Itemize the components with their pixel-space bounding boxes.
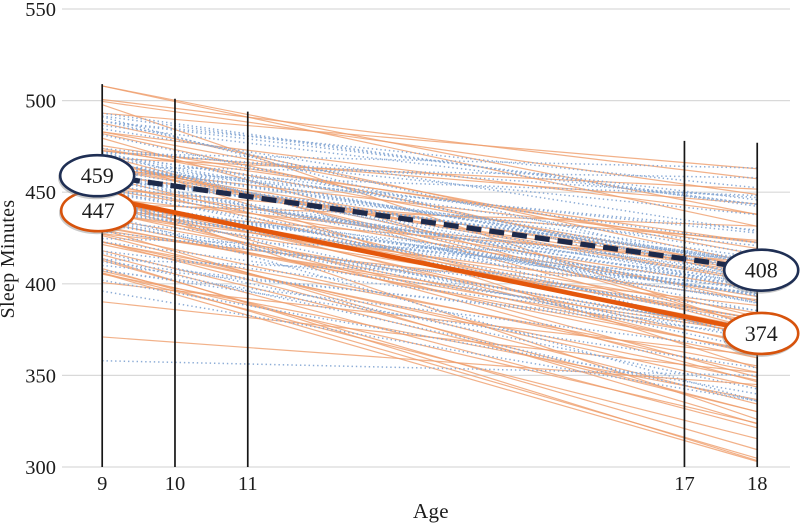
trajectory-line-dotted-blue-subjects — [102, 269, 758, 369]
callout-408: 408 — [722, 248, 800, 294]
trajectory-line-solid-orange-subjects — [102, 112, 758, 170]
trajectory-line-dotted-blue-subjects — [102, 152, 758, 169]
y-tick-label-500: 500 — [25, 91, 56, 113]
trajectory-line-dotted-blue-subjects — [102, 173, 758, 264]
trajectory-line-solid-orange-subjects — [102, 250, 758, 413]
trajectory-line-dotted-blue-subjects — [102, 151, 758, 199]
trajectory-line-solid-orange-subjects — [102, 221, 758, 359]
mean-trajectory-dashed-navy — [101, 173, 758, 272]
y-tick-label-450: 450 — [25, 182, 56, 204]
trajectory-line-dotted-blue-subjects — [102, 154, 758, 244]
trajectory-line-solid-orange-subjects — [102, 243, 758, 381]
trajectory-line-dotted-blue-subjects — [102, 220, 758, 332]
trajectory-line-solid-orange-subjects — [102, 211, 758, 354]
callout-374: 374 — [722, 311, 800, 357]
trajectory-line-dotted-blue-subjects — [102, 237, 758, 259]
trajectory-line-dotted-blue-subjects — [102, 171, 758, 286]
trajectory-line-dotted-blue-subjects — [102, 204, 758, 291]
trajectory-line-solid-orange-subjects — [102, 198, 758, 346]
trajectory-line-solid-orange-subjects — [102, 226, 758, 344]
trajectory-line-solid-orange-subjects — [102, 149, 758, 243]
mean-line-layer — [101, 173, 758, 334]
trajectory-line-dotted-blue-subjects — [102, 162, 758, 265]
mean-trajectory-solid-orange — [101, 195, 758, 334]
wave-marker-layer — [101, 84, 759, 467]
y-tick-label-350: 350 — [25, 365, 56, 387]
trajectory-line-solid-orange-subjects — [102, 203, 758, 383]
callout-ellipse — [722, 248, 800, 292]
callout-value: 374 — [745, 321, 778, 346]
trajectory-line-dotted-blue-subjects — [102, 119, 758, 272]
trajectory-line-dotted-blue-subjects — [102, 153, 758, 255]
trajectory-line-dotted-blue-subjects — [102, 290, 758, 402]
trajectory-line-dotted-blue-subjects — [102, 178, 758, 289]
trajectory-line-solid-orange-subjects — [102, 85, 758, 216]
callout-value: 459 — [81, 163, 114, 188]
y-axis-title: Sleep Minutes — [0, 199, 19, 319]
callout-layer: 447 459 374 408 — [58, 153, 800, 357]
trajectory-line-dotted-blue-subjects — [102, 359, 758, 377]
x-tick-label-10: 10 — [165, 473, 186, 495]
y-tick-label-400: 400 — [25, 274, 56, 296]
x-tick-label-11: 11 — [238, 473, 258, 495]
trajectory-line-solid-orange-subjects — [102, 197, 758, 268]
trajectory-line-dotted-blue-subjects — [102, 207, 758, 302]
trajectory-line-solid-orange-subjects — [102, 104, 758, 329]
trajectory-line-dotted-blue-subjects — [102, 201, 758, 296]
x-axis-title: Age — [413, 499, 449, 523]
y-tick-label-550: 550 — [25, 0, 56, 21]
trajectory-line-dotted-blue-subjects — [102, 182, 758, 287]
trajectory-line-dotted-blue-subjects — [101, 212, 758, 402]
trajectory-line-dotted-blue-subjects — [102, 174, 758, 278]
trajectory-line-solid-orange-subjects — [102, 241, 758, 388]
trajectory-line-dotted-blue-subjects — [102, 187, 758, 280]
trajectory-line-dotted-blue-subjects — [102, 279, 758, 395]
trajectory-line-solid-orange-subjects — [102, 267, 758, 459]
trajectory-line-solid-orange-subjects — [102, 233, 758, 307]
trajectory-line-dotted-blue-subjects — [102, 241, 758, 328]
trajectory-line-solid-orange-subjects — [102, 234, 758, 405]
y-tick-label-300: 300 — [25, 457, 56, 479]
trajectory-layer — [101, 85, 758, 463]
trajectory-line-solid-orange-subjects — [102, 85, 758, 227]
trajectory-line-solid-orange-subjects — [102, 241, 758, 367]
trajectory-line-dotted-blue-subjects — [102, 202, 758, 295]
trajectory-line-solid-orange-subjects — [102, 336, 758, 386]
callout-value: 447 — [82, 198, 115, 223]
callout-value: 408 — [745, 258, 778, 283]
trajectory-line-solid-orange-subjects — [102, 150, 758, 205]
trajectory-line-solid-orange-subjects — [102, 184, 758, 290]
trajectory-line-solid-orange-subjects — [102, 270, 758, 424]
callout-ellipse — [722, 311, 800, 356]
trajectory-line-dotted-blue-subjects — [102, 172, 758, 197]
trajectory-line-solid-orange-subjects — [102, 233, 758, 373]
trajectory-line-dotted-blue-subjects — [102, 169, 758, 270]
trajectory-line-dotted-blue-subjects — [102, 223, 758, 331]
callout-ellipse — [58, 153, 136, 198]
x-tick-label-18: 18 — [747, 473, 768, 495]
callout-447: 447 — [59, 188, 137, 235]
trajectory-line-dotted-blue-subjects — [102, 164, 758, 259]
trajectory-line-solid-orange-subjects — [102, 241, 758, 413]
trajectory-line-dotted-blue-subjects — [102, 112, 758, 208]
trajectory-line-solid-orange-subjects — [102, 100, 758, 196]
trajectory-line-dotted-blue-subjects — [102, 128, 758, 233]
x-tick-label-17: 17 — [674, 473, 695, 495]
trajectory-line-solid-orange-subjects — [102, 188, 758, 241]
trajectory-line-dotted-blue-subjects — [102, 165, 758, 179]
trajectory-line-solid-orange-subjects — [102, 98, 758, 180]
callout-459: 459 — [58, 153, 136, 200]
x-tick-label-9: 9 — [97, 473, 107, 495]
